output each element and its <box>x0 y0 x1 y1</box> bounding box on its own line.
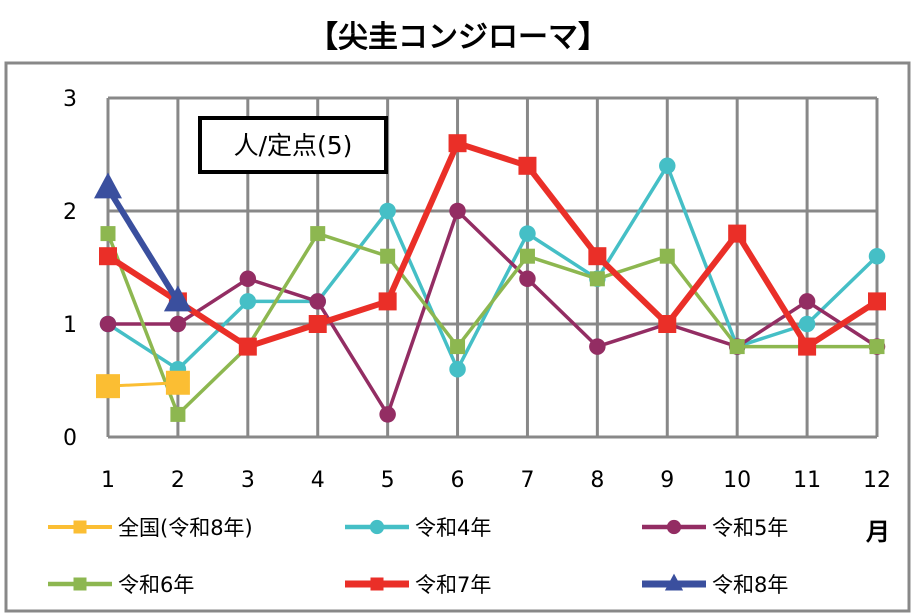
series-line <box>106 231 877 417</box>
data-point <box>589 271 605 287</box>
x-tick-label: 4 <box>311 468 325 493</box>
data-point <box>165 370 190 395</box>
legend-item: 令和8年 <box>642 573 788 597</box>
data-point <box>170 406 186 422</box>
x-axis-label: 月 <box>865 518 890 546</box>
legend-label: 令和6年 <box>118 573 194 597</box>
data-point <box>868 247 886 265</box>
data-point <box>519 270 536 288</box>
data-point <box>798 337 817 356</box>
data-point <box>659 248 675 264</box>
annotation-box <box>198 116 388 174</box>
legend-marker <box>370 577 384 591</box>
data-point <box>169 315 187 333</box>
legend-label: 令和4年 <box>415 516 491 540</box>
x-tick-label: 5 <box>381 468 395 493</box>
series-5 <box>94 172 192 312</box>
x-tick-label: 3 <box>241 468 255 493</box>
legend-item: 令和7年 <box>345 573 491 597</box>
x-tick-label: 8 <box>590 468 604 493</box>
data-point <box>450 339 466 355</box>
data-point <box>519 225 536 242</box>
data-point <box>729 339 745 355</box>
legend-item: 令和6年 <box>48 573 194 597</box>
series-1 <box>99 157 886 378</box>
x-tick-label: 10 <box>723 468 751 493</box>
data-point <box>239 270 257 288</box>
y-tick-label: 1 <box>63 313 77 338</box>
series-0 <box>96 370 190 399</box>
x-tick-label: 6 <box>451 468 465 493</box>
data-point <box>449 360 466 378</box>
legend-item: 全国(令和8年) <box>48 516 253 540</box>
legend-marker <box>369 519 385 535</box>
series-2 <box>99 202 886 423</box>
data-point <box>589 338 606 355</box>
series-line <box>106 140 879 350</box>
y-tick-label: 3 <box>63 87 77 112</box>
legend-label: 令和5年 <box>712 516 788 540</box>
data-point <box>379 406 396 423</box>
x-tick-label: 12 <box>863 468 891 493</box>
chart-title: 【尖圭コンジローマ】 <box>308 20 608 55</box>
legend-item: 令和5年 <box>642 516 788 540</box>
data-point <box>518 156 537 175</box>
legend-item: 令和4年 <box>345 516 491 540</box>
series-line <box>105 186 181 303</box>
data-point <box>798 293 816 310</box>
data-point <box>378 292 397 311</box>
data-point <box>659 157 676 175</box>
legend-label: 令和8年 <box>712 573 788 597</box>
data-point <box>379 202 396 220</box>
data-point <box>99 247 117 266</box>
legend-label: 令和7年 <box>415 573 491 597</box>
data-point <box>798 315 816 333</box>
data-point <box>163 285 192 312</box>
x-tick-label: 7 <box>520 468 534 493</box>
data-point <box>868 292 886 311</box>
data-point <box>728 224 747 243</box>
x-tick-label: 2 <box>171 468 185 493</box>
data-point <box>869 339 885 355</box>
annotation-unit-label: 人/定点(5) <box>234 131 353 160</box>
data-point <box>658 315 677 333</box>
chart-border <box>4 61 911 613</box>
data-point <box>449 202 466 220</box>
legend-marker <box>666 519 682 535</box>
data-point <box>588 247 607 266</box>
y-tick-label: 0 <box>63 426 77 451</box>
data-point <box>239 293 257 310</box>
legend-label: 全国(令和8年) <box>118 516 253 540</box>
series-line <box>108 209 878 417</box>
legend-marker <box>664 573 684 591</box>
data-point <box>519 248 535 264</box>
data-point <box>96 374 120 399</box>
data-point <box>380 248 396 264</box>
data-point <box>100 226 116 242</box>
data-point <box>309 293 326 310</box>
x-tick-label: 11 <box>793 468 821 493</box>
data-point <box>238 337 257 356</box>
data-point <box>310 226 326 242</box>
x-tick-label: 1 <box>101 468 115 493</box>
data-point <box>99 315 117 333</box>
y-tick-label: 2 <box>63 200 77 225</box>
legend-marker <box>73 520 87 534</box>
x-tick-label: 9 <box>660 468 674 493</box>
data-point <box>448 134 467 153</box>
legend-marker <box>73 577 87 591</box>
data-point <box>308 315 327 333</box>
data-point <box>94 172 122 199</box>
